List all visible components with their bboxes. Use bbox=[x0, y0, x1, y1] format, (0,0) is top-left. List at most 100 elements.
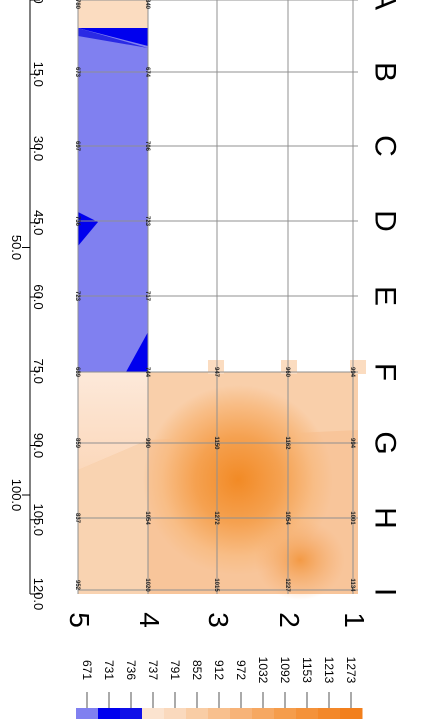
legend-label: 731 bbox=[102, 660, 116, 680]
dark-blue-wedge-bottom bbox=[126, 332, 148, 372]
data-label: 673 bbox=[74, 67, 80, 78]
data-label: 697 bbox=[74, 141, 80, 152]
data-label: 837 bbox=[74, 513, 80, 524]
column-label-H: H bbox=[369, 507, 402, 529]
data-label: 1015 bbox=[213, 578, 219, 592]
column-labels: A B C D E F G H I bbox=[369, 0, 402, 596]
data-label: 1162 bbox=[284, 436, 290, 450]
legend-swatch bbox=[296, 708, 319, 719]
hotspot-secondary bbox=[255, 520, 345, 600]
scale-tick-label: 105.0 bbox=[31, 503, 46, 536]
legend-label: 1273 bbox=[344, 657, 358, 684]
data-label: 1054 bbox=[284, 511, 290, 525]
warm-left-band bbox=[78, 440, 148, 594]
legend-swatch bbox=[340, 708, 363, 719]
top-strip-left bbox=[78, 0, 148, 28]
data-label: 994 bbox=[349, 438, 355, 449]
data-label: 994 bbox=[349, 367, 355, 378]
legend-label: 1213 bbox=[322, 657, 336, 684]
data-label: 1150 bbox=[213, 436, 219, 450]
legend-swatch bbox=[230, 708, 253, 719]
band-above-row2 bbox=[281, 360, 297, 374]
scale-ticks: 0 15.0 30.0 45.0 50.0 60.0 75.0 90.0 100.0 105.0 1… bbox=[9, 0, 46, 610]
scale-tick-label: 50.0 bbox=[9, 235, 24, 260]
warm-top-left-fade bbox=[78, 372, 148, 470]
legend-swatch bbox=[76, 708, 99, 719]
legend-swatch bbox=[318, 708, 341, 719]
data-label: 736 bbox=[74, 216, 80, 227]
legend-swatch bbox=[164, 708, 187, 719]
data-label: 1227 bbox=[284, 578, 290, 592]
data-label: 1272 bbox=[213, 511, 219, 525]
column-label-D: D bbox=[369, 210, 402, 232]
column-label-G: G bbox=[369, 431, 402, 454]
legend-swatch bbox=[142, 708, 165, 719]
legend-label: 737 bbox=[146, 660, 160, 680]
scale-tick-label: 120.0 bbox=[31, 578, 46, 611]
data-label: 689 bbox=[74, 367, 80, 378]
legend-label: 1032 bbox=[256, 657, 270, 684]
legend-label: 1092 bbox=[278, 657, 292, 684]
legend-swatch bbox=[186, 708, 209, 719]
row-label-2: 2 bbox=[274, 612, 305, 628]
legend-swatch bbox=[274, 708, 297, 719]
data-label: 717 bbox=[144, 291, 150, 302]
legend-swatch bbox=[208, 708, 231, 719]
legend-label: 972 bbox=[234, 660, 248, 680]
data-label: 947 bbox=[213, 367, 219, 378]
column-label-I: I bbox=[369, 588, 402, 596]
data-label: 723 bbox=[74, 291, 80, 302]
grid-lines bbox=[77, 0, 358, 594]
scale-tick-label: 60.0 bbox=[31, 284, 46, 309]
row-label-4: 4 bbox=[134, 612, 165, 628]
legend-swatch bbox=[120, 708, 143, 719]
data-label: 859 bbox=[74, 438, 80, 449]
column-label-A: A bbox=[369, 0, 402, 10]
color-legend: 671 731 736 737 791 852 912 972 1032 1092 1153 1213… bbox=[76, 657, 363, 719]
scale-tick-label: 75.0 bbox=[31, 359, 46, 384]
scale-tick-label: 0 bbox=[31, 0, 46, 4]
column-label-C: C bbox=[369, 135, 402, 157]
data-label: 840 bbox=[144, 0, 150, 10]
legend-label: 736 bbox=[124, 660, 138, 680]
scale-tick-label: 45.0 bbox=[31, 210, 46, 235]
data-label: 706 bbox=[144, 141, 150, 152]
scale-tick-label: 30.0 bbox=[31, 136, 46, 161]
data-label: 952 bbox=[74, 580, 80, 591]
dark-blue-wedge-top bbox=[78, 28, 148, 46]
legend-swatch bbox=[252, 708, 275, 719]
row-label-1: 1 bbox=[339, 612, 370, 628]
data-label: 723 bbox=[144, 216, 150, 227]
scale-tick-label: 100.0 bbox=[9, 479, 24, 512]
dark-blue-wedge-top-b bbox=[78, 28, 148, 48]
data-label: 1001 bbox=[349, 511, 355, 525]
column-label-E: E bbox=[369, 286, 402, 306]
row-labels: 1 2 3 4 5 bbox=[64, 612, 370, 628]
heatmap-field bbox=[78, 0, 366, 600]
column-label-F: F bbox=[369, 363, 402, 381]
data-label: 960 bbox=[284, 367, 290, 378]
band-above-row1 bbox=[350, 360, 366, 374]
row-label-3: 3 bbox=[203, 612, 234, 628]
data-label: 744 bbox=[144, 367, 150, 378]
data-label: 674 bbox=[144, 67, 150, 78]
legend-label: 852 bbox=[190, 660, 204, 680]
band-above-row3 bbox=[208, 360, 224, 374]
column-label-B: B bbox=[369, 62, 402, 82]
data-label: 990 bbox=[144, 438, 150, 449]
low-region bbox=[78, 28, 148, 373]
data-label: 1134 bbox=[349, 578, 355, 592]
scale-tick-label: 90.0 bbox=[31, 433, 46, 458]
data-label: 1020 bbox=[144, 578, 150, 592]
data-label: 1054 bbox=[144, 511, 150, 525]
data-label: 780 bbox=[74, 0, 80, 10]
legend-swatch bbox=[98, 708, 121, 719]
row-label-5: 5 bbox=[64, 612, 95, 628]
data-labels: 780 840 673 674 697 706 736 723 723 717 689 744 947 9… bbox=[74, 0, 355, 592]
legend-label: 912 bbox=[212, 660, 226, 680]
legend-label: 671 bbox=[80, 660, 94, 680]
scale-tick-label: 15.0 bbox=[31, 62, 46, 87]
legend-label: 791 bbox=[168, 660, 182, 680]
legend-label: 1153 bbox=[300, 657, 314, 683]
